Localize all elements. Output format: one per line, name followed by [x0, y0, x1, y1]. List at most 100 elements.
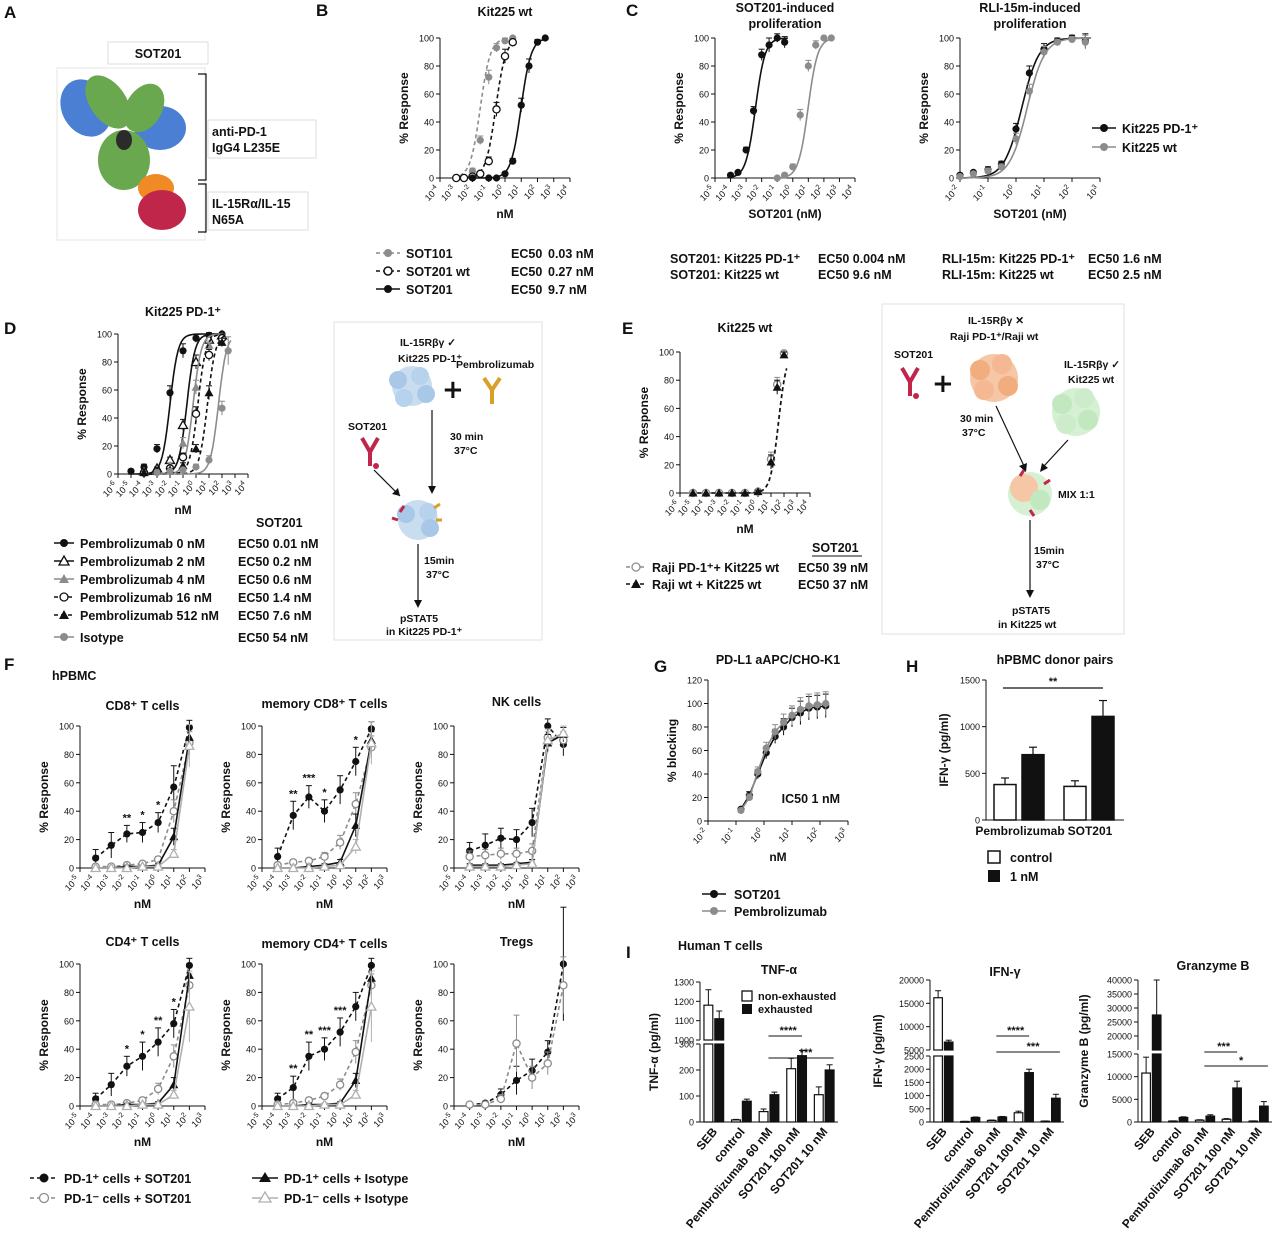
data-point: [727, 488, 737, 497]
y-axis-label: IFN-γ (pg/ml): [937, 713, 951, 786]
data-point: [320, 807, 329, 815]
x-tick-label: 10-1: [499, 874, 518, 893]
x-tick-label: 10-5: [436, 1112, 455, 1131]
y-tick-label: 100: [679, 1092, 694, 1102]
data-point: [153, 445, 161, 453]
legend-e-header: SOT201: [812, 541, 859, 555]
y-axis-label: TNF-α (pg/ml): [647, 1013, 661, 1091]
significance-marker: ***: [318, 1025, 332, 1037]
significance-marker: **: [289, 1063, 298, 1075]
y-tick-label: 120: [687, 676, 702, 686]
significance-marker: **: [123, 812, 132, 824]
data-point: [218, 404, 226, 412]
legend-b-ec50-label-2: EC50: [511, 265, 542, 279]
data-point: [107, 1081, 115, 1089]
y-axis-label: % Response: [37, 761, 51, 833]
data-point: [542, 734, 554, 745]
data-point: [559, 981, 568, 990]
y-tick-label: 60: [102, 386, 112, 396]
y-tick-label: 20: [64, 1073, 74, 1083]
series-2: [91, 728, 194, 872]
data-point: [766, 457, 776, 466]
x-tick-label: 102: [355, 1112, 373, 1130]
panel-a-title: SOT201: [135, 47, 182, 61]
y-tick-label: 40: [64, 807, 74, 817]
legend-d-name-1: Pembrolizumab 2 nM: [80, 555, 205, 569]
arrow-head-icon: [414, 600, 422, 608]
antibody-hinge: [116, 130, 132, 150]
y-tick-label: 300: [679, 1040, 694, 1050]
series-3: [272, 721, 377, 873]
data-point: [107, 841, 115, 849]
data-point: [464, 860, 476, 871]
panel-a-pd1-label-1: anti-PD-1: [212, 125, 267, 139]
data-point: [320, 1091, 329, 1101]
data-point: [204, 388, 214, 397]
data-point: [274, 1095, 282, 1103]
y-tick-label: 0: [949, 174, 954, 184]
panel-letter-i: I: [626, 943, 631, 962]
schematic-e-cell1-label: Raji PD-1⁺/Raji wt: [950, 331, 1039, 343]
series-line: [154, 339, 232, 475]
series-5: [153, 336, 232, 477]
x-tick-label: 10-2: [483, 1112, 502, 1131]
y-axis-label: % Response: [219, 999, 233, 1071]
y-tick-label: 1000: [960, 722, 980, 732]
legend-d-ec50-2: EC50 0.6 nM: [238, 573, 312, 587]
bar: [970, 1116, 981, 1123]
y-axis-label: % blocking: [665, 719, 679, 782]
schematic-d-cell: [389, 366, 435, 407]
significance-marker: ***: [800, 1047, 814, 1059]
x-tick-label: 101: [340, 874, 358, 892]
chart-title: Kit225 PD-1⁺: [145, 305, 221, 319]
data-point: [365, 1000, 377, 1011]
data-point: [334, 1098, 346, 1109]
y-tick-label: 20: [424, 146, 434, 156]
x-tick-label: 10-3: [93, 874, 112, 893]
significance-marker: **: [305, 1029, 314, 1041]
arrow-head-icon: [428, 486, 436, 494]
data-point: [178, 438, 188, 447]
significance-marker: **: [1049, 676, 1058, 688]
chart-title: CD8⁺ T cells: [106, 699, 180, 713]
data-point: [512, 1076, 521, 1085]
bar: [1024, 1072, 1034, 1123]
data-point: [749, 107, 758, 115]
data-point: [320, 1045, 329, 1053]
y-tick-label: 35000: [1107, 990, 1132, 1000]
schematic-e-mixed-cells: [1008, 469, 1052, 517]
schematic-d-time2: 15min: [424, 555, 454, 567]
series-0: [92, 719, 193, 867]
legend-d-item-2: Pembrolizumab 4 nM EC50 0.6 nM: [54, 573, 312, 587]
y-tick-label: 80: [246, 750, 256, 760]
series-2: [468, 34, 549, 182]
y-axis-label: % Response: [637, 386, 651, 458]
y-tick-label: 0: [975, 816, 980, 826]
data-point: [812, 41, 820, 49]
y-tick-label: 30000: [1107, 1004, 1132, 1014]
bar-upper: [933, 997, 943, 1051]
legend-d-ec50-4: EC50 7.6 nM: [238, 609, 312, 623]
y-tick-label: 100: [59, 960, 74, 970]
y-tick-label: 0: [251, 1102, 256, 1112]
chart-title: TNF-α: [761, 963, 797, 977]
y-tick-label: 100: [433, 960, 448, 970]
bar-lower: [943, 1055, 954, 1123]
x-tick-label: 10-1: [307, 1112, 326, 1131]
data-point: [105, 862, 117, 873]
y-tick-label: 80: [438, 750, 448, 760]
data-point: [350, 1088, 362, 1099]
data-point: [526, 857, 538, 868]
data-point: [177, 419, 189, 430]
data-point: [336, 786, 344, 794]
chart-h-hpbmc-donor-pairs: hPBMC donor pairs 0 500 1000 1500 IFN-γ (pg/m…: [937, 653, 1124, 838]
x-tick-label: 104: [794, 499, 812, 517]
data-point: [969, 170, 977, 178]
data-point: [820, 34, 828, 42]
data-point: [512, 836, 521, 844]
panel-f-legend: PD-1⁺ cells + SOT201 PD-1⁻ cells + SOT20…: [30, 1172, 408, 1206]
x-tick-label: 10-4: [260, 1112, 279, 1131]
y-tick-label: 60: [692, 746, 702, 756]
panel-a-pd1-label-2: IgG4 L235E: [212, 141, 280, 155]
data-point: [123, 1062, 131, 1070]
